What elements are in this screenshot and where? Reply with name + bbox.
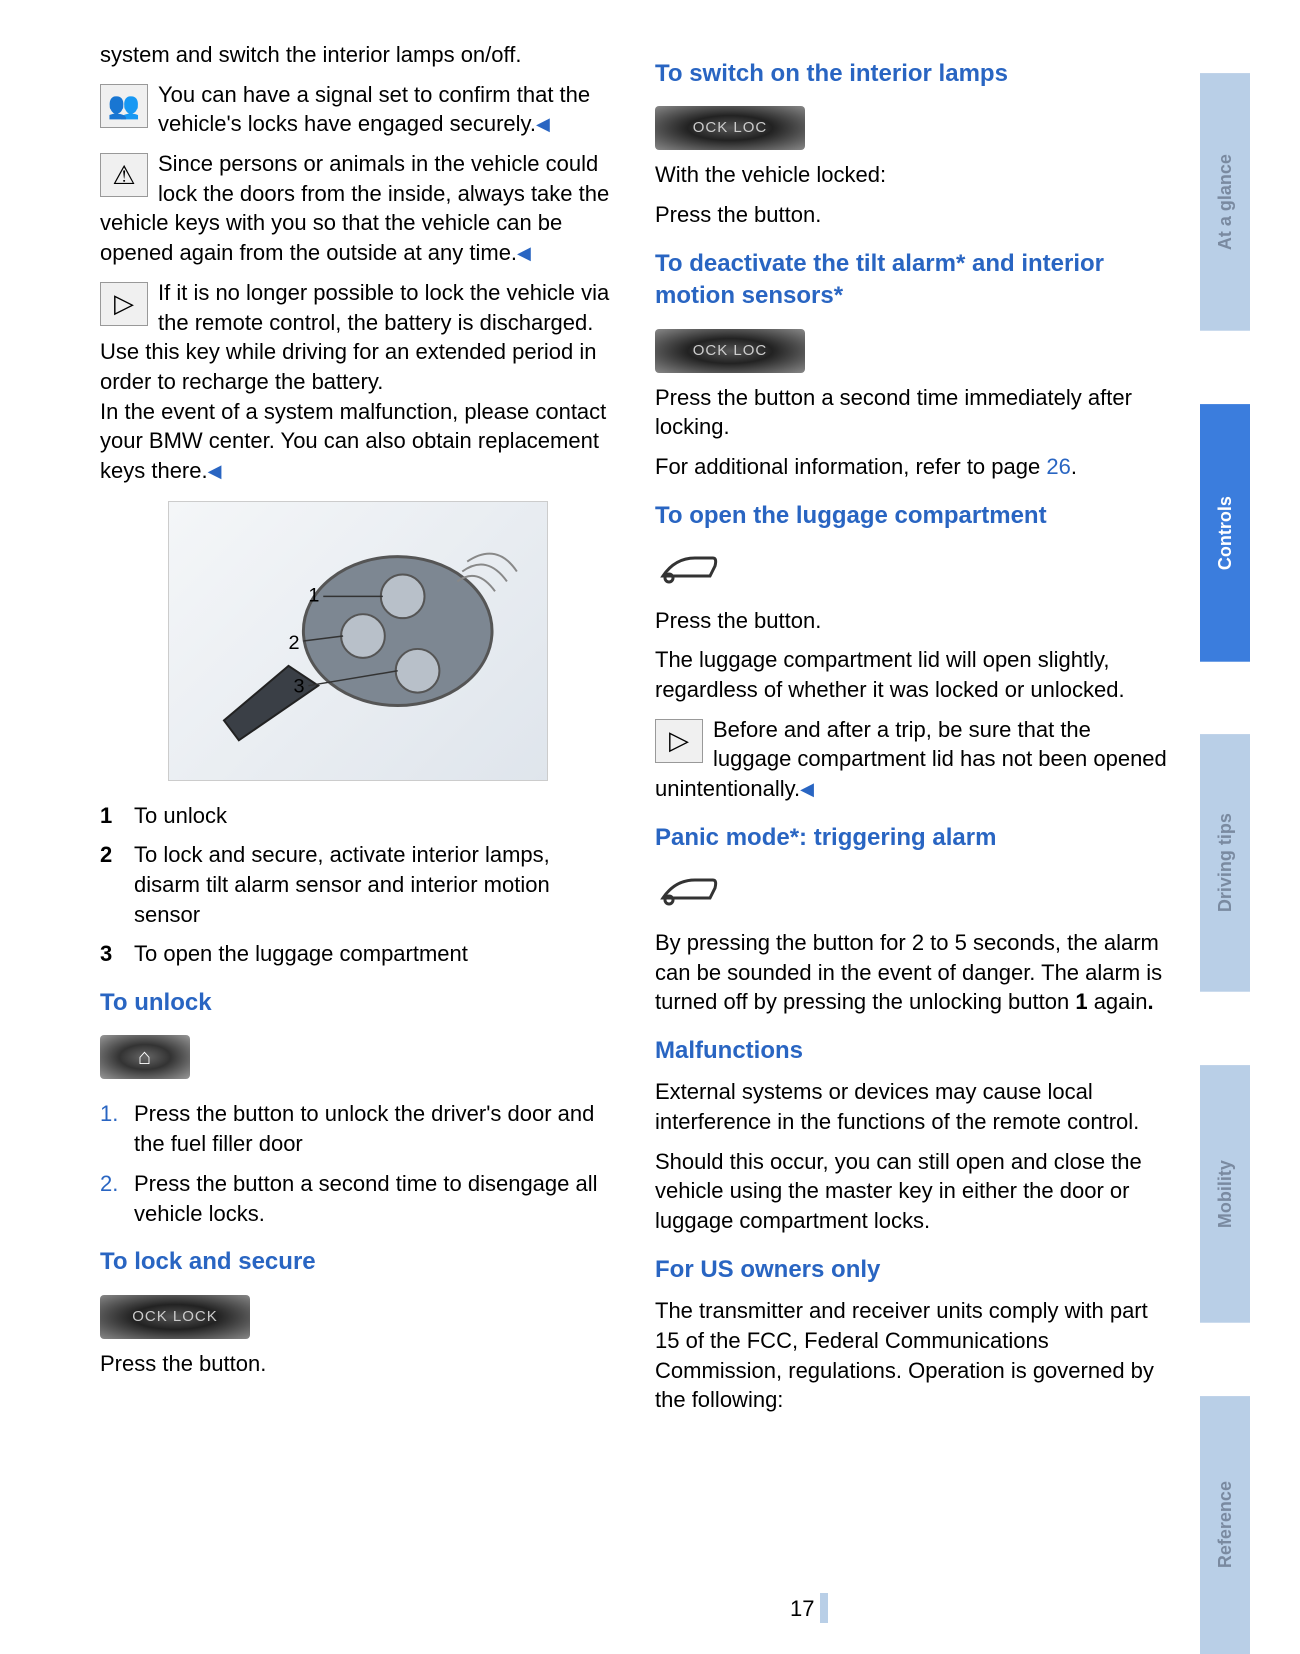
note-battery: ▷ If it is no longer possible to lock th… (100, 278, 615, 486)
list-item: 1To unlock (100, 801, 615, 831)
hint-triangle-icon: ▷ (655, 719, 703, 763)
legend-number: 1 (100, 801, 134, 831)
panic-text: By pressing the button for 2 to 5 second… (655, 928, 1170, 1017)
legend-text: To unlock (134, 801, 227, 831)
step-number: 2. (100, 1169, 134, 1228)
luggage-line1: Press the button. (655, 606, 1170, 636)
end-marker-icon: ◀ (536, 114, 550, 134)
panic-button-ref: 1 (1075, 989, 1087, 1014)
tab-spacer (1200, 1323, 1250, 1396)
step-number: 1. (100, 1099, 134, 1158)
interior-line1: With the vehicle locked: (655, 160, 1170, 190)
panic-text-b: again (1088, 989, 1148, 1014)
end-marker-icon: ◀ (800, 779, 814, 799)
key-callout-1: 1 (308, 584, 319, 606)
tilt-button-graphic: OCK LOC (655, 329, 805, 373)
legend-text: To lock and secure, activate interior la… (134, 840, 615, 929)
legend-number: 3 (100, 939, 134, 969)
lock-instruction: Press the button. (100, 1349, 615, 1379)
list-item: 1.Press the button to unlock the driver'… (100, 1099, 615, 1158)
legend-text: To open the luggage compartment (134, 939, 468, 969)
note-battery-text-a: If it is no longer possible to lock the … (100, 280, 609, 394)
trunk-icon (655, 870, 725, 910)
heading-panic: Panic mode*: triggering alarm (655, 822, 1170, 854)
heading-tilt-alarm: To deactivate the tilt alarm* and interi… (655, 248, 1170, 313)
person-signal-icon: 👥 (100, 84, 148, 128)
remote-key-figure: 1 2 3 (168, 501, 548, 781)
note-warning: ⚠ Since persons or animals in the vehicl… (100, 149, 615, 268)
heading-to-lock: To lock and secure (100, 1246, 615, 1278)
interior-button-graphic: OCK LOC (655, 106, 805, 150)
tilt-ref-prefix: For additional information, refer to pag… (655, 454, 1046, 479)
note-signal-text: You can have a signal set to confirm tha… (158, 82, 590, 137)
tab-spacer (1200, 992, 1250, 1065)
warning-triangle-icon: ⚠ (100, 153, 148, 197)
intro-continuation: system and switch the interior lamps on/… (100, 40, 615, 70)
key-callout-2: 2 (288, 632, 299, 654)
left-column: system and switch the interior lamps on/… (100, 40, 615, 1614)
note-warning-text: Since persons or animals in the vehicle … (100, 151, 609, 265)
heading-us-owners: For US owners only (655, 1254, 1170, 1286)
tilt-ref-suffix: . (1071, 454, 1077, 479)
page-number: 17 (790, 1593, 828, 1624)
end-marker-icon: ◀ (517, 243, 531, 263)
unlock-button-graphic: ⌂ (100, 1035, 190, 1079)
list-item: 3To open the luggage compartment (100, 939, 615, 969)
step-text: Press the button a second time to diseng… (134, 1169, 615, 1228)
luggage-line2: The luggage compartment lid will open sl… (655, 645, 1170, 704)
page-number-bar (820, 1593, 828, 1623)
interior-line2: Press the button. (655, 200, 1170, 230)
tilt-line2: For additional information, refer to pag… (655, 452, 1170, 482)
tab-mobility[interactable]: Mobility (1200, 1065, 1250, 1323)
malfunctions-line1: External systems or devices may cause lo… (655, 1077, 1170, 1136)
tab-spacer (1200, 0, 1250, 73)
tab-controls[interactable]: Controls (1200, 404, 1250, 662)
heading-to-unlock: To unlock (100, 987, 615, 1019)
note-signal: 👥 You can have a signal set to confirm t… (100, 80, 615, 139)
tab-spacer (1200, 662, 1250, 735)
tilt-line1: Press the button a second time immediate… (655, 383, 1170, 442)
heading-luggage: To open the luggage compartment (655, 500, 1170, 532)
lock-button-graphic: OCK LOCK (100, 1295, 250, 1339)
tab-at-a-glance[interactable]: At a glance (1200, 73, 1250, 331)
key-callout-3: 3 (293, 675, 304, 697)
page-number-value: 17 (790, 1596, 814, 1621)
section-tabs: At a glance Controls Driving tips Mobili… (1200, 0, 1250, 1654)
list-item: 2To lock and secure, activate interior l… (100, 840, 615, 929)
note-battery-text-b: In the event of a system malfunction, pl… (100, 399, 606, 483)
heading-malfunctions: Malfunctions (655, 1035, 1170, 1067)
key-legend-list: 1To unlock 2To lock and secure, activate… (100, 801, 615, 969)
malfunctions-line2: Should this occur, you can still open an… (655, 1147, 1170, 1236)
page-reference-link[interactable]: 26 (1046, 454, 1070, 479)
legend-number: 2 (100, 840, 134, 929)
list-item: 2.Press the button a second time to dise… (100, 1169, 615, 1228)
end-marker-icon: ◀ (208, 461, 222, 481)
trunk-icon (655, 548, 725, 588)
tab-reference[interactable]: Reference (1200, 1396, 1250, 1654)
unlock-steps-list: 1.Press the button to unlock the driver'… (100, 1099, 615, 1228)
tab-spacer (1200, 331, 1250, 404)
panic-period: . (1148, 989, 1154, 1014)
tab-driving-tips[interactable]: Driving tips (1200, 734, 1250, 992)
step-text: Press the button to unlock the driver's … (134, 1099, 615, 1158)
hint-triangle-icon: ▷ (100, 282, 148, 326)
us-text: The transmitter and receiver units compl… (655, 1296, 1170, 1415)
note-luggage: ▷ Before and after a trip, be sure that … (655, 715, 1170, 804)
right-column: To switch on the interior lamps OCK LOC … (655, 40, 1170, 1614)
heading-interior-lamps: To switch on the interior lamps (655, 58, 1170, 90)
note-luggage-text: Before and after a trip, be sure that th… (655, 717, 1167, 801)
